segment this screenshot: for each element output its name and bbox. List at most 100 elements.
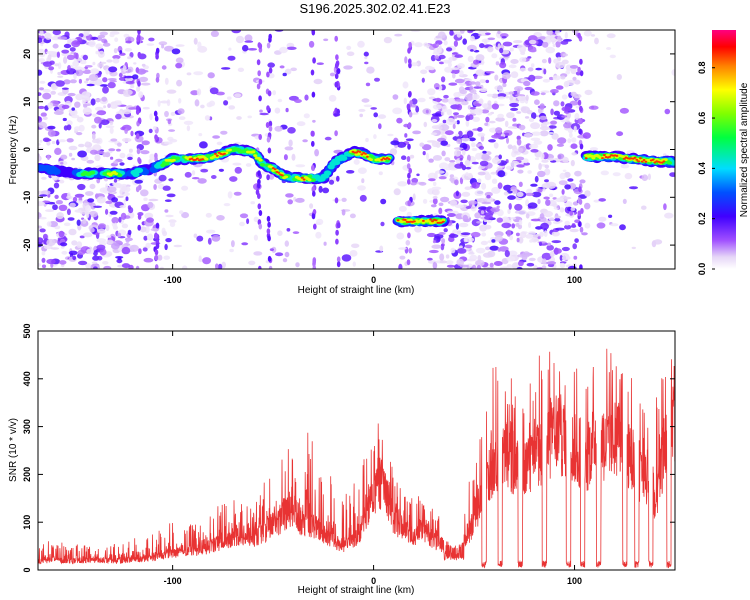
noise-speckle bbox=[318, 185, 323, 193]
noise-speckle bbox=[421, 77, 425, 83]
noise-speckle bbox=[494, 74, 499, 81]
noise-speckle bbox=[357, 40, 365, 48]
noise-speckle bbox=[555, 30, 560, 36]
noise-speckle bbox=[453, 112, 459, 116]
noise-speckle bbox=[89, 183, 96, 190]
noise-speckle bbox=[387, 133, 394, 137]
ridge-cell bbox=[662, 160, 666, 163]
noise-speckle bbox=[60, 242, 68, 247]
snr-plot: -100 0 100 0 100 200 300 400 500 Height of stra… bbox=[8, 323, 676, 596]
noise-speckle bbox=[77, 150, 87, 158]
noise-speckle bbox=[464, 94, 473, 102]
noise-speckle bbox=[288, 139, 293, 147]
noise-speckle bbox=[527, 202, 538, 209]
noise-speckle bbox=[408, 167, 413, 174]
noise-speckle bbox=[526, 262, 535, 267]
noise-speckle bbox=[357, 167, 367, 174]
ridge-cell bbox=[194, 158, 197, 161]
noise-speckle bbox=[267, 221, 271, 228]
noise-speckle bbox=[491, 93, 499, 99]
noise-speckle bbox=[257, 182, 261, 189]
noise-speckle bbox=[253, 251, 263, 256]
noise-speckle bbox=[405, 240, 411, 246]
noise-speckle bbox=[535, 67, 542, 71]
noise-speckle bbox=[518, 219, 523, 226]
noise-speckle bbox=[565, 69, 571, 75]
noise-speckle bbox=[312, 258, 317, 265]
noise-speckle bbox=[491, 239, 496, 243]
noise-speckle bbox=[165, 238, 172, 243]
noise-speckle bbox=[76, 209, 82, 213]
spectrogram-x-ticks: -100 0 100 bbox=[164, 30, 582, 285]
noise-speckle bbox=[146, 217, 154, 223]
noise-speckle bbox=[138, 158, 142, 165]
noise-speckle bbox=[525, 213, 530, 219]
ridge-cell bbox=[642, 159, 646, 161]
noise-speckle bbox=[544, 179, 549, 183]
noise-speckle bbox=[163, 255, 171, 260]
noise-speckle bbox=[149, 113, 153, 121]
noise-speckle bbox=[118, 216, 122, 223]
noise-speckle bbox=[507, 195, 516, 200]
noise-speckle bbox=[519, 231, 527, 239]
noise-speckle bbox=[456, 31, 462, 38]
noise-speckle bbox=[438, 45, 442, 52]
noise-speckle bbox=[484, 122, 489, 127]
noise-speckle bbox=[564, 31, 568, 39]
noise-speckle bbox=[169, 138, 178, 143]
noise-speckle bbox=[441, 98, 449, 103]
noise-speckle bbox=[125, 196, 129, 201]
noise-speckle bbox=[465, 206, 472, 209]
noise-speckle bbox=[442, 119, 447, 124]
ridge-cell bbox=[214, 152, 217, 155]
noise-speckle bbox=[229, 248, 234, 253]
noise-speckle bbox=[485, 246, 491, 251]
noise-speckle bbox=[438, 61, 445, 65]
noise-speckle bbox=[619, 107, 630, 114]
ridge-cell bbox=[360, 153, 364, 156]
noise-speckle bbox=[210, 30, 219, 37]
noise-speckle bbox=[406, 259, 411, 266]
noise-speckle bbox=[531, 131, 542, 136]
noise-speckle bbox=[311, 30, 316, 36]
noise-speckle bbox=[103, 105, 107, 109]
noise-speckle bbox=[178, 98, 182, 104]
noise-speckle bbox=[266, 228, 271, 235]
noise-speckle bbox=[471, 142, 476, 148]
noise-speckle bbox=[41, 264, 47, 269]
noise-speckle bbox=[518, 124, 526, 131]
noise-speckle bbox=[543, 210, 553, 218]
noise-speckle bbox=[471, 161, 479, 165]
noise-speckle bbox=[334, 73, 339, 80]
noise-speckle bbox=[267, 90, 272, 97]
noise-speckle bbox=[410, 62, 419, 67]
noise-speckle bbox=[541, 252, 552, 261]
noise-speckle bbox=[48, 66, 55, 71]
noise-speckle bbox=[577, 66, 581, 73]
noise-speckle bbox=[529, 239, 534, 243]
noise-speckle bbox=[569, 100, 579, 106]
noise-speckle bbox=[115, 255, 124, 259]
noise-speckle bbox=[379, 245, 384, 252]
noise-speckle bbox=[455, 190, 459, 197]
noise-speckle bbox=[154, 264, 159, 269]
noise-speckle bbox=[168, 178, 174, 182]
noise-speckle bbox=[165, 214, 174, 218]
noise-speckle bbox=[157, 254, 163, 261]
noise-speckle bbox=[154, 152, 158, 159]
noise-speckle bbox=[135, 67, 140, 74]
noise-speckle bbox=[253, 234, 258, 241]
noise-speckle bbox=[139, 226, 147, 233]
noise-speckle bbox=[164, 77, 169, 85]
noise-speckle bbox=[561, 94, 568, 100]
noise-speckle bbox=[516, 237, 520, 243]
noise-speckle bbox=[196, 88, 202, 96]
noise-speckle bbox=[85, 191, 94, 196]
noise-speckle bbox=[446, 213, 456, 217]
noise-speckle bbox=[518, 260, 524, 267]
noise-speckle bbox=[530, 218, 541, 222]
noise-speckle bbox=[528, 74, 536, 82]
noise-speckle bbox=[528, 222, 532, 228]
noise-speckle bbox=[193, 71, 204, 76]
noise-speckle bbox=[508, 91, 515, 95]
